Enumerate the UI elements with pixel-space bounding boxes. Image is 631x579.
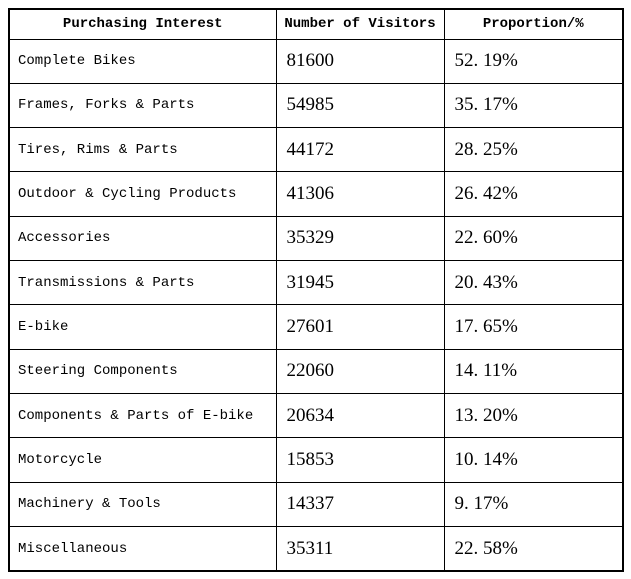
cell-visitors: 22060 — [275, 348, 445, 395]
table-row: Complete Bikes 81600 52. 19% — [8, 38, 624, 84]
cell-visitors: 54985 — [275, 82, 445, 129]
cell-proportion: 22. 58% — [443, 526, 624, 572]
table-row: Frames, Forks & Parts 54985 35. 17% — [8, 82, 624, 129]
cell-interest: Machinery & Tools — [8, 481, 277, 528]
cell-visitors: 35311 — [275, 526, 445, 572]
cell-proportion: 35. 17% — [443, 82, 624, 129]
cell-interest: Miscellaneous — [8, 526, 277, 572]
cell-proportion: 9. 17% — [443, 481, 624, 528]
cell-interest: Accessories — [8, 215, 277, 262]
cell-proportion: 22. 60% — [443, 215, 624, 262]
cell-proportion: 28. 25% — [443, 127, 624, 173]
cell-visitors: 81600 — [275, 38, 445, 84]
cell-proportion: 52. 19% — [443, 38, 624, 84]
cell-interest: Motorcycle — [8, 437, 277, 483]
table-row: Machinery & Tools 14337 9. 17% — [8, 481, 624, 528]
cell-proportion: 14. 11% — [443, 348, 624, 395]
cell-interest: Tires, Rims & Parts — [8, 127, 277, 173]
table-row: Accessories 35329 22. 60% — [8, 215, 624, 262]
column-header-purchasing-interest: Purchasing Interest — [8, 8, 277, 40]
cell-interest: Frames, Forks & Parts — [8, 82, 277, 129]
table-row: Motorcycle 15853 10. 14% — [8, 437, 624, 483]
cell-interest: E-bike — [8, 304, 277, 350]
cell-visitors: 41306 — [275, 171, 445, 217]
cell-visitors: 44172 — [275, 127, 445, 173]
cell-visitors: 15853 — [275, 437, 445, 483]
cell-visitors: 31945 — [275, 260, 445, 306]
cell-visitors: 35329 — [275, 215, 445, 262]
cell-visitors: 20634 — [275, 393, 445, 439]
cell-visitors: 14337 — [275, 481, 445, 528]
cell-visitors: 27601 — [275, 304, 445, 350]
table-row: E-bike 27601 17. 65% — [8, 304, 624, 350]
cell-proportion: 20. 43% — [443, 260, 624, 306]
table-row: Components & Parts of E-bike 20634 13. 2… — [8, 393, 624, 439]
cell-proportion: 17. 65% — [443, 304, 624, 350]
table-row: Steering Components 22060 14. 11% — [8, 348, 624, 395]
table-header-row: Purchasing Interest Number of Visitors P… — [8, 8, 624, 40]
column-header-proportion: Proportion/% — [443, 8, 624, 40]
cell-proportion: 26. 42% — [443, 171, 624, 217]
cell-proportion: 13. 20% — [443, 393, 624, 439]
table-row: Miscellaneous 35311 22. 58% — [8, 526, 624, 572]
table-row: Transmissions & Parts 31945 20. 43% — [8, 260, 624, 306]
purchasing-interest-table: Purchasing Interest Number of Visitors P… — [8, 8, 624, 572]
cell-interest: Components & Parts of E-bike — [8, 393, 277, 439]
cell-interest: Complete Bikes — [8, 38, 277, 84]
table-row: Outdoor & Cycling Products 41306 26. 42% — [8, 171, 624, 217]
cell-interest: Transmissions & Parts — [8, 260, 277, 306]
table-row: Tires, Rims & Parts 44172 28. 25% — [8, 127, 624, 173]
column-header-number-of-visitors: Number of Visitors — [275, 8, 445, 40]
cell-interest: Outdoor & Cycling Products — [8, 171, 277, 217]
cell-interest: Steering Components — [8, 348, 277, 395]
cell-proportion: 10. 14% — [443, 437, 624, 483]
